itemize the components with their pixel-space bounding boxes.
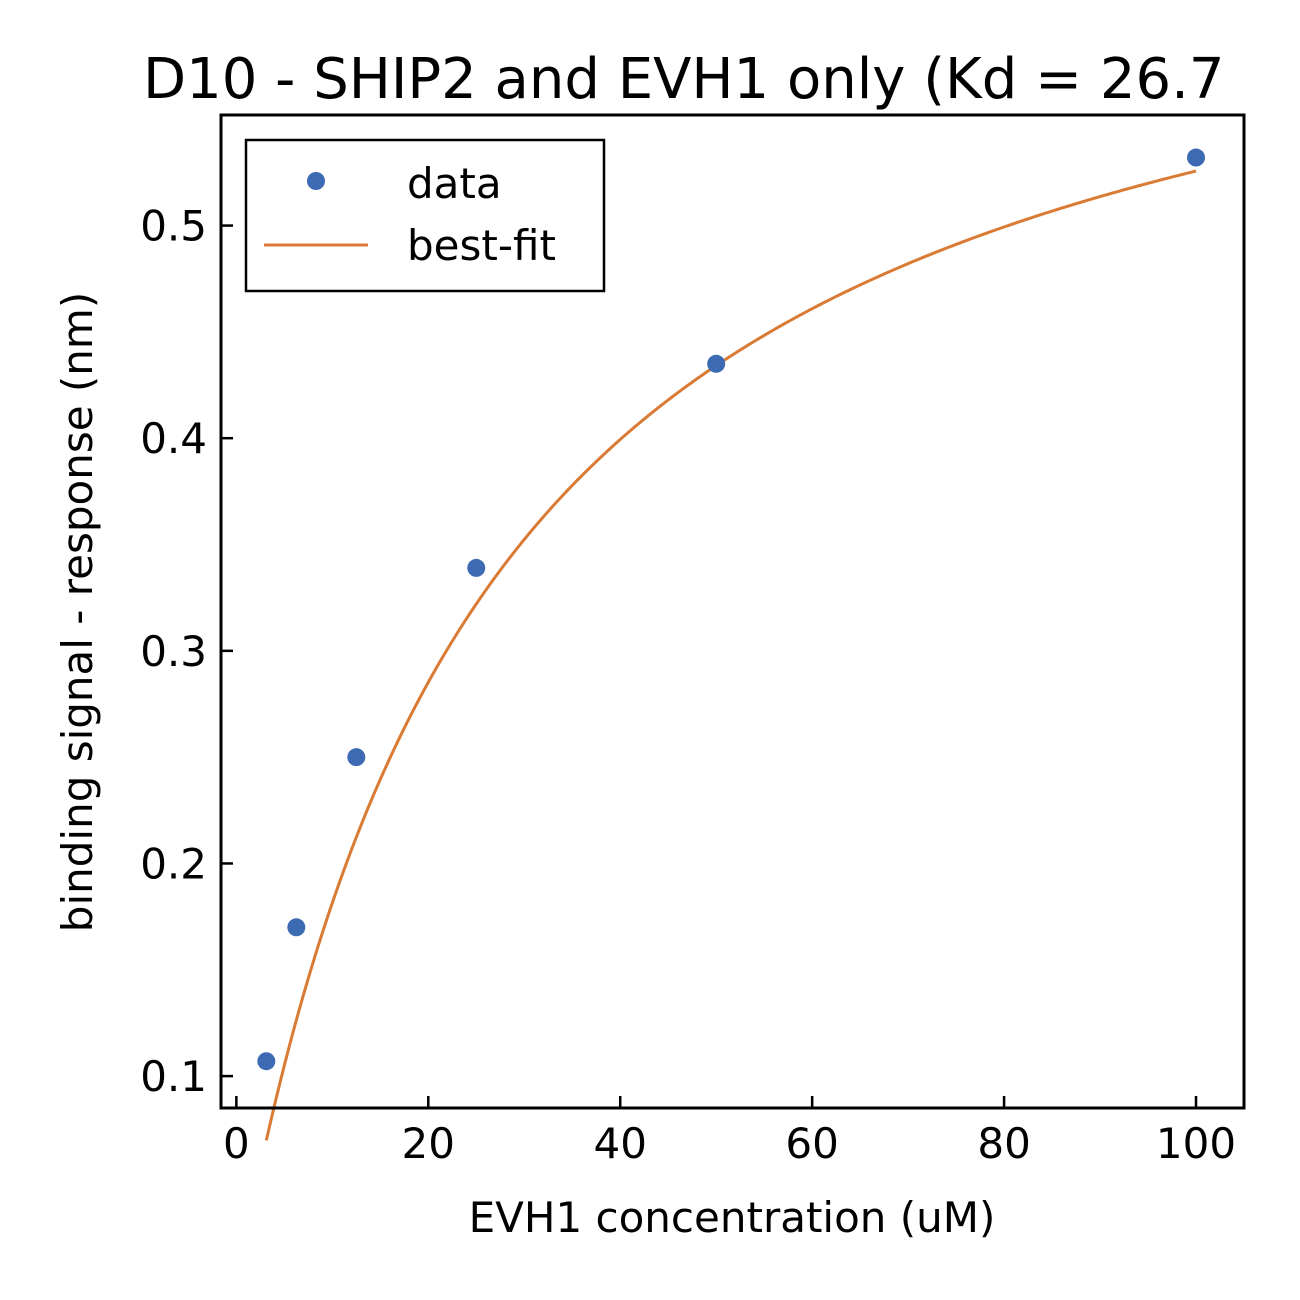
y-tick-label: 0.1 [140, 1052, 207, 1101]
x-tick-label: 20 [402, 1119, 455, 1168]
y-tick-label: 0.5 [140, 202, 207, 251]
y-axis-label: binding signal - response (nm) [53, 292, 102, 932]
chart-title: D10 - SHIP2 and EVH1 only (Kd = 26.7 [143, 47, 1225, 112]
data-point [467, 558, 486, 577]
data-point [1187, 148, 1206, 167]
x-tick-label: 80 [977, 1119, 1030, 1168]
data-point [347, 748, 366, 767]
legend-data-marker [307, 172, 325, 190]
x-tick-label: 60 [785, 1119, 838, 1168]
legend-best-fit-label: best-fit [407, 221, 556, 270]
axes: 0 20 40 60 80 100 0.1 0.2 0.3 0.4 0.5 [140, 113, 1246, 1168]
y-tick-label: 0.3 [140, 627, 207, 676]
data-point [287, 918, 306, 937]
x-tick-label: 0 [223, 1119, 250, 1168]
legend: data best-fit [244, 138, 606, 293]
data-point [707, 354, 726, 373]
legend-box [244, 138, 606, 293]
y-tick-label: 0.4 [140, 414, 207, 463]
x-tick-label: 40 [593, 1119, 646, 1168]
best-fit-line [264, 169, 1197, 1141]
y-tick-label: 0.2 [140, 839, 207, 888]
x-tick-label: 100 [1156, 1119, 1236, 1168]
data-point [257, 1052, 276, 1071]
plot-area [257, 148, 1206, 1141]
plot-frame [219, 113, 1246, 1110]
x-axis-label: EVH1 concentration (uM) [469, 1193, 996, 1242]
legend-data-label: data [407, 159, 502, 208]
